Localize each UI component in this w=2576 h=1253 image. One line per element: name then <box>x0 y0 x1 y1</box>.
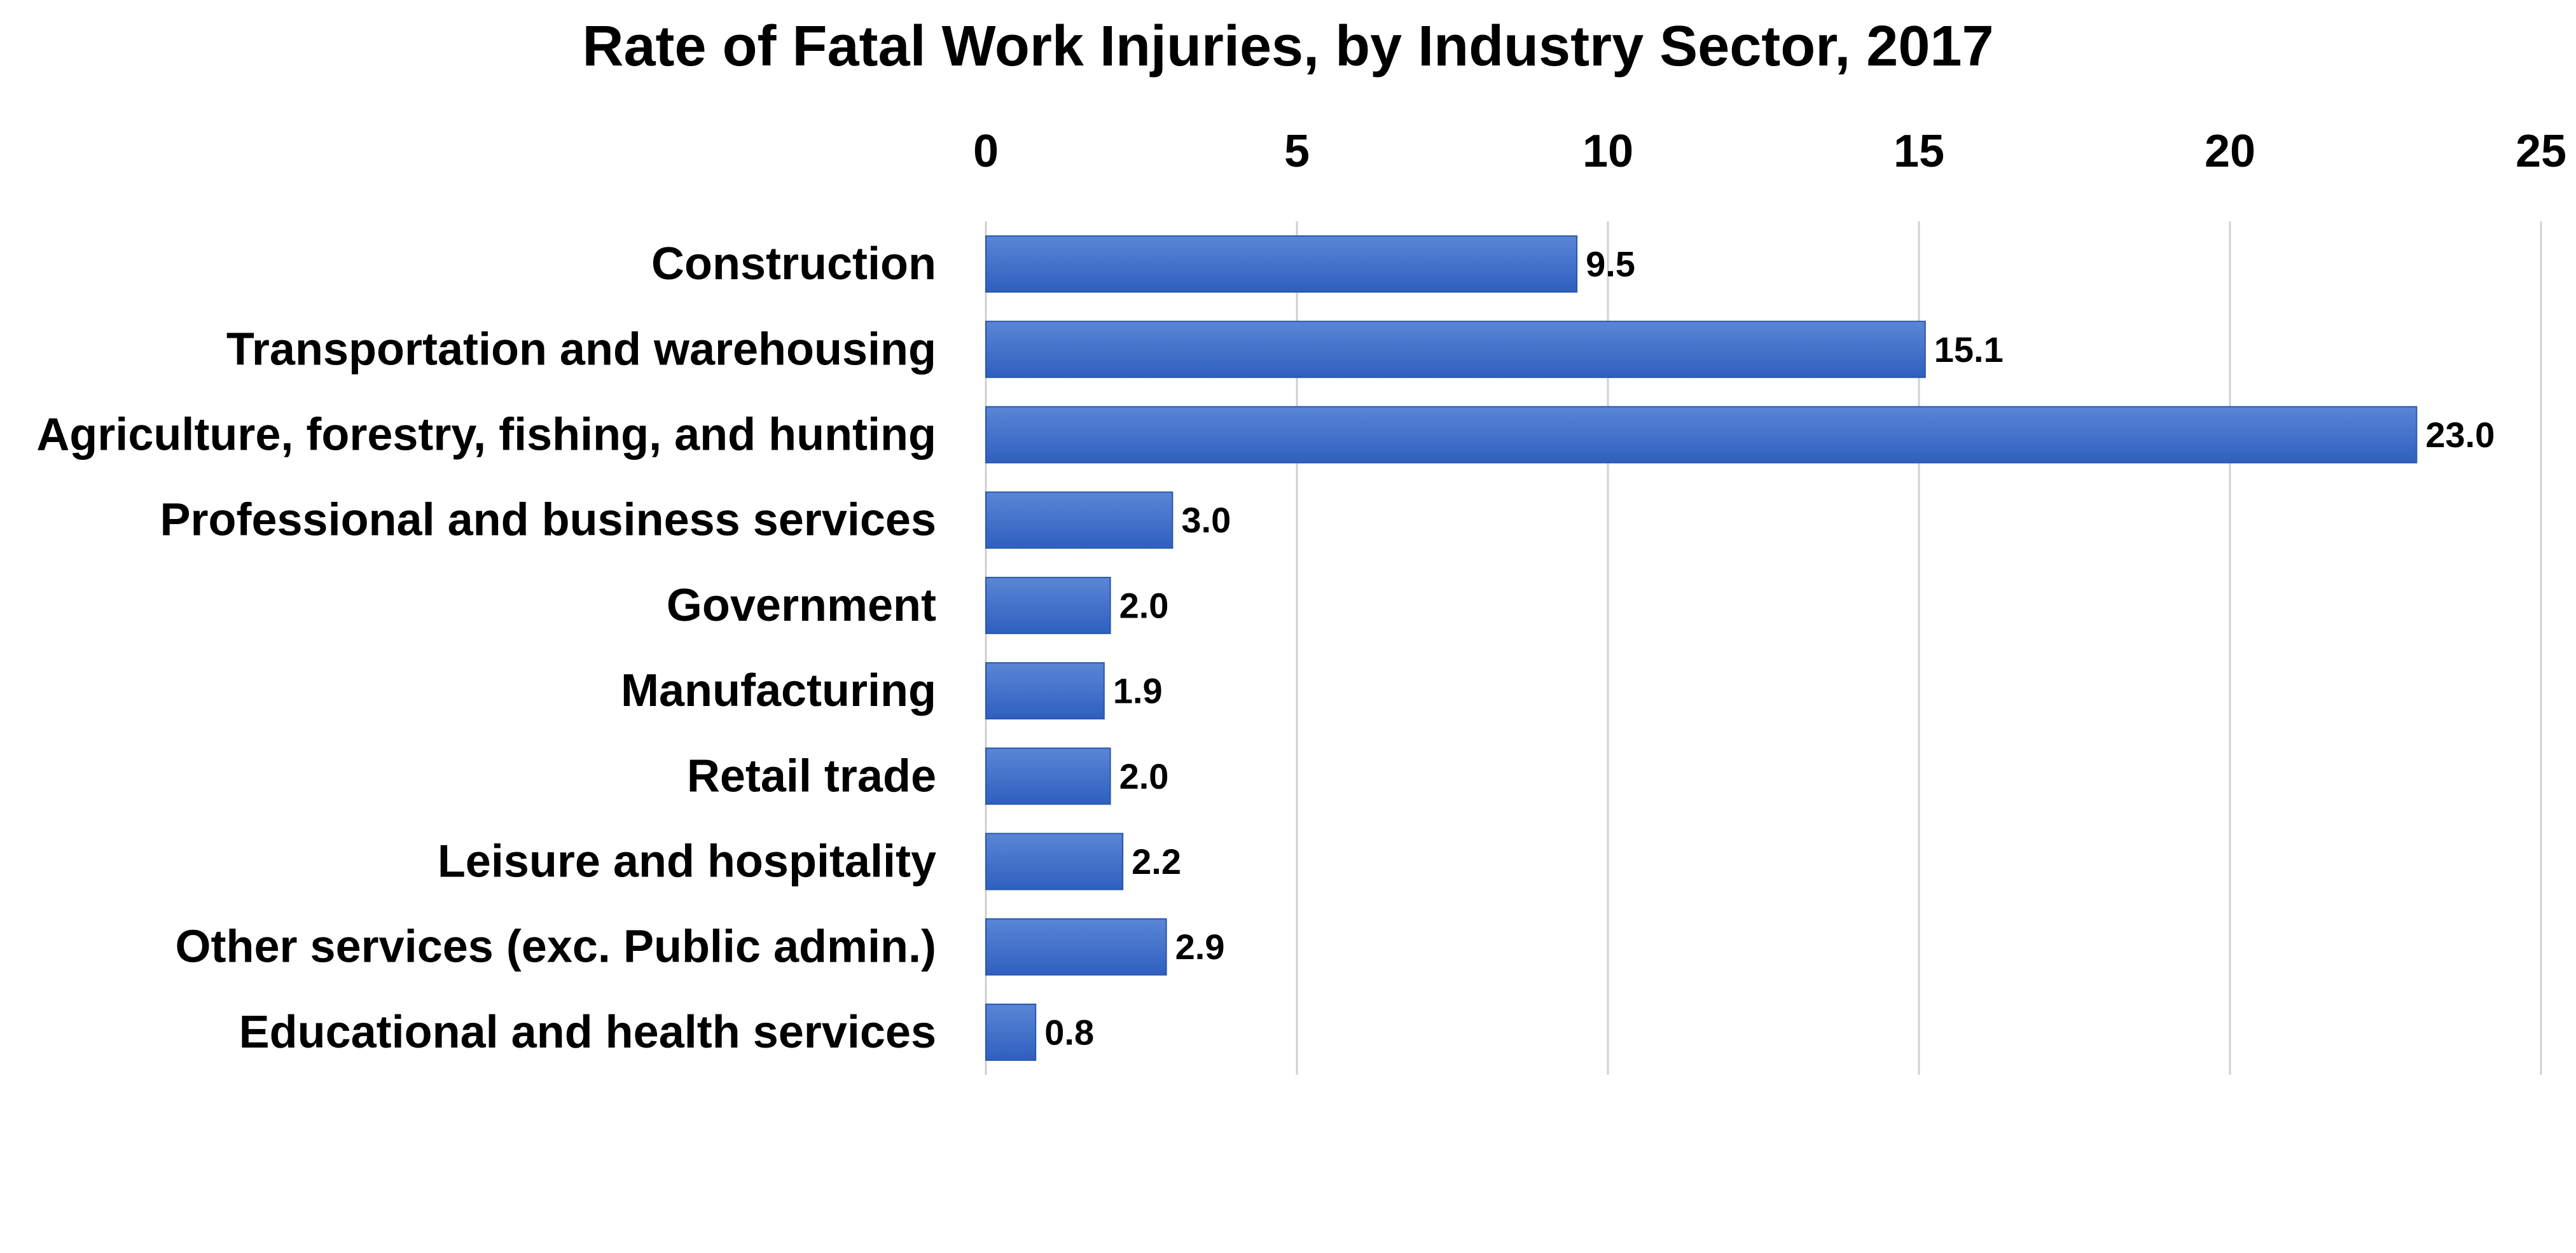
bar <box>985 1003 1037 1061</box>
data-label: 2.2 <box>1132 841 1181 882</box>
data-label: 1.9 <box>1113 671 1163 711</box>
chart-title: Rate of Fatal Work Injuries, by Industry… <box>582 15 1994 78</box>
data-label: 9.5 <box>1586 244 1635 284</box>
x-tick-label: 25 <box>2516 126 2566 177</box>
bar <box>985 406 2418 464</box>
category-label: Leisure and hospitality <box>438 836 936 887</box>
category-label: Government <box>667 580 936 631</box>
category-label: Educational and health services <box>239 1007 936 1058</box>
data-label: 15.1 <box>1934 329 2004 370</box>
bar <box>985 576 1111 634</box>
category-label: Manufacturing <box>621 665 936 716</box>
x-tick-label: 15 <box>1894 126 1944 177</box>
x-tick-label: 0 <box>973 126 999 177</box>
x-tick-label: 20 <box>2205 126 2255 177</box>
x-tick-label: 10 <box>1582 126 1633 177</box>
bar <box>985 662 1105 720</box>
data-label: 2.9 <box>1175 927 1225 967</box>
bar <box>985 833 1124 890</box>
bar <box>985 747 1111 805</box>
category-label: Transportation and warehousing <box>226 324 936 375</box>
x-tick-label: 5 <box>1284 126 1310 177</box>
bar <box>985 918 1167 976</box>
data-label: 23.0 <box>2425 415 2495 455</box>
category-axis-labels: Construction Transportation and warehousi… <box>36 239 936 1058</box>
category-label: Retail trade <box>687 751 936 801</box>
x-axis-ticks: 0 5 10 15 20 25 <box>973 126 2566 177</box>
data-label: 3.0 <box>1181 500 1231 540</box>
data-label: 2.0 <box>1119 756 1169 796</box>
bar <box>985 321 1926 378</box>
bars <box>985 235 2418 1061</box>
data-label: 2.0 <box>1119 585 1169 625</box>
category-label: Agriculture, forestry, fishing, and hunt… <box>36 410 936 460</box>
data-labels: 9.5 15.1 23.0 3.0 2.0 1.9 2.0 2.2 2.9 0.8 <box>1044 244 2495 1053</box>
data-label: 0.8 <box>1044 1012 1094 1052</box>
category-label: Professional and business services <box>160 495 936 546</box>
category-label: Construction <box>651 239 936 289</box>
bar <box>985 491 1174 549</box>
bar <box>985 235 1578 293</box>
category-label: Other services (exc. Public admin.) <box>176 922 936 973</box>
